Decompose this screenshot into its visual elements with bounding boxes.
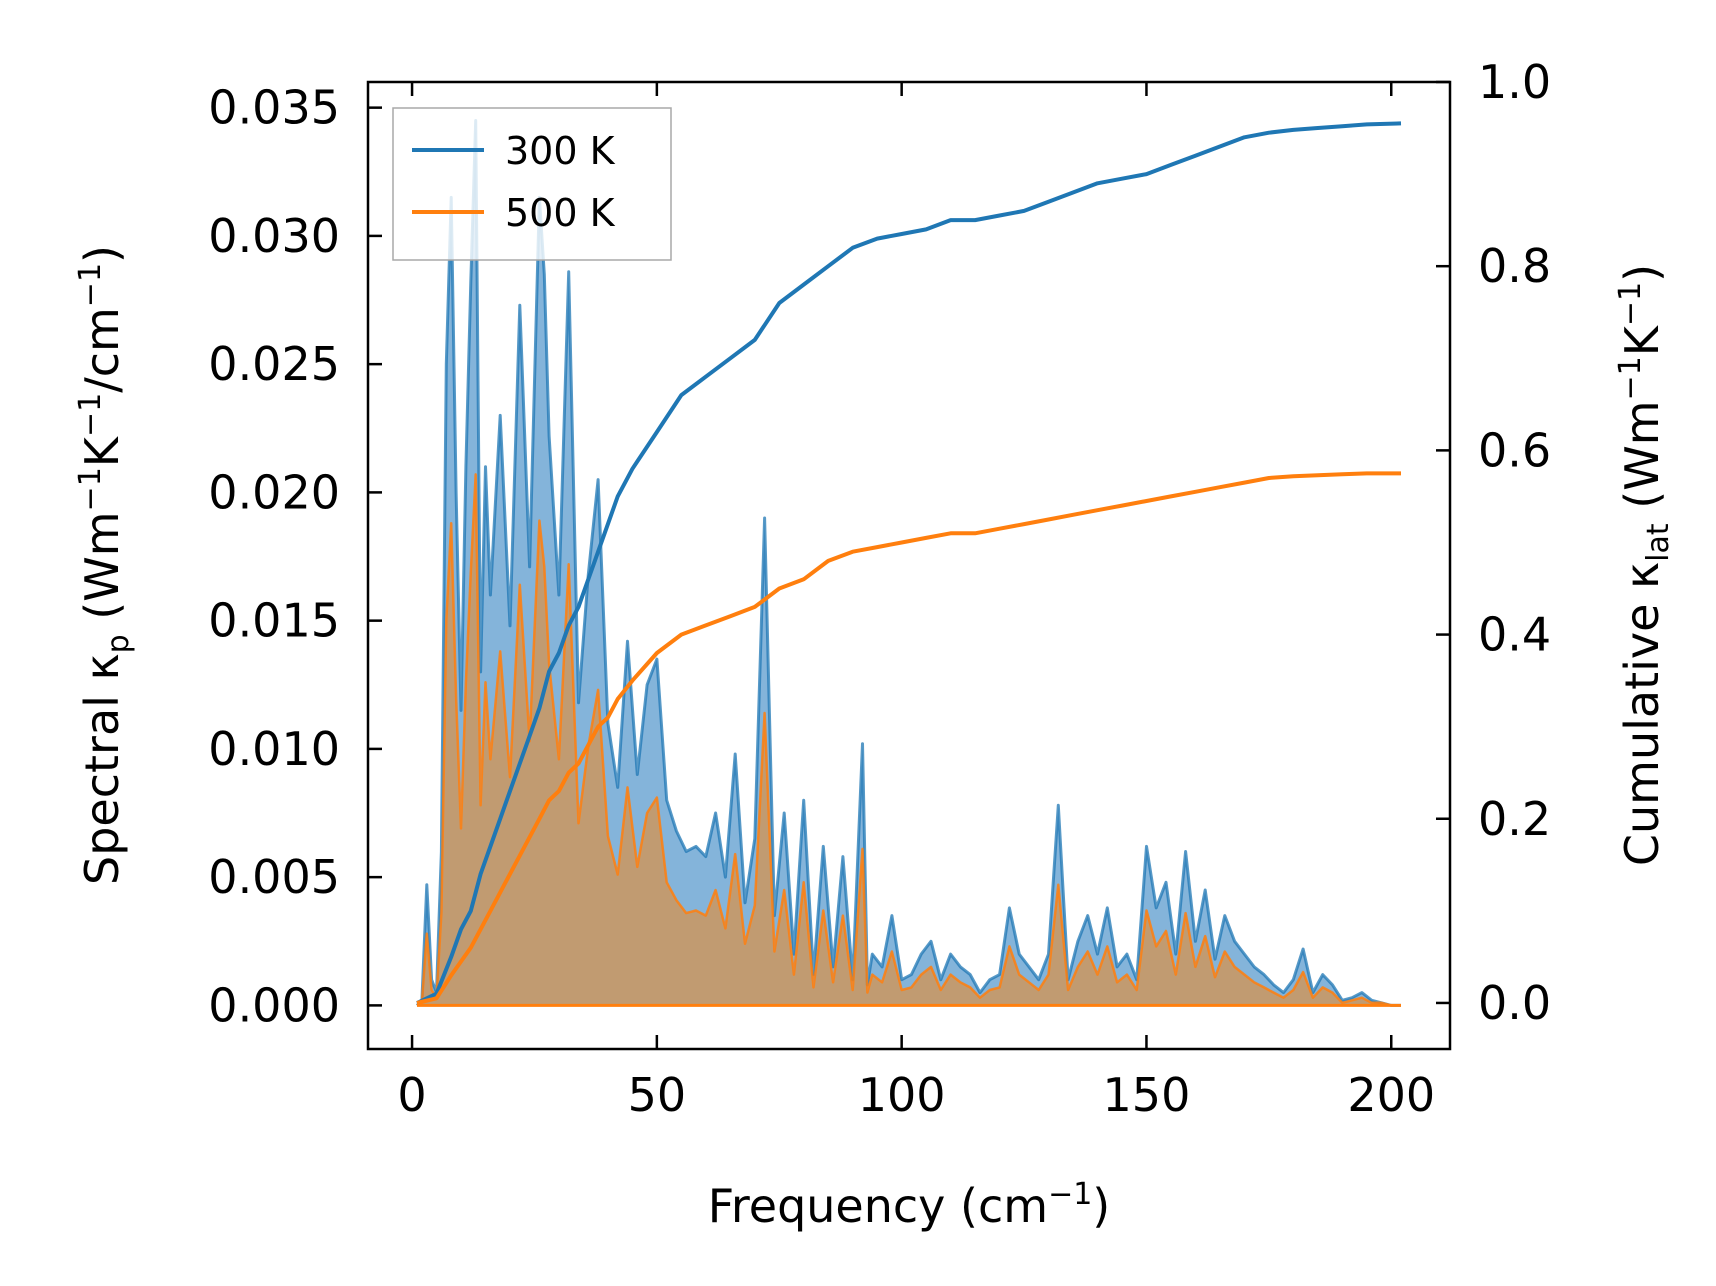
legend: 300 K 500 K [392,107,672,261]
x-tick-label: 150 [1103,1068,1191,1122]
y-left-tick-label: 0.010 [208,722,340,776]
x-tick-label: 100 [858,1068,946,1122]
y-right-tick-label: 0.4 [1478,608,1551,662]
y-left-tick-label: 0.015 [208,594,340,648]
y-left-tick-label: 0.005 [208,850,340,904]
legend-label-500k: 500 K [505,191,616,235]
y-left-axis-label: Spectral κp (Wm−1K−1/cm−1) [73,245,136,885]
x-axis-label: Frequency (cm−1) [708,1177,1111,1233]
y-left-tick-label: 0.020 [208,465,340,519]
spectral-500k-line [416,473,1401,1007]
y-left-tick-label: 0.030 [208,209,340,263]
y-right-tick-label: 0.0 [1478,976,1551,1030]
y-right-tick-label: 0.6 [1478,423,1551,477]
legend-label-300k: 300 K [505,129,616,173]
axis-ticks: 0 50 100 150 200 0.000 0.005 0.010 0.015 0.020 0.0… [208,55,1551,1122]
y-left-tick-label: 0.000 [208,978,340,1032]
cumulative-500k-line [416,471,1401,1005]
y-right-tick-label: 0.2 [1478,792,1551,846]
x-tick-label: 200 [1347,1068,1435,1122]
y-left-tick-label: 0.025 [208,337,340,391]
cumulative-300k-line [416,121,1402,1005]
spectral-300k-area [417,120,1401,1006]
legend-box [392,107,672,261]
y-right-tick-label: 1.0 [1478,55,1551,109]
y-right-axis-label: Cumulative κlat (Wm−1K−1) [1613,264,1676,866]
x-tick-label: 0 [397,1068,426,1122]
series-lines [415,119,1402,1007]
plot-frame [366,80,1452,1051]
x-tick-label: 50 [628,1068,687,1122]
spectral-500k-area [417,474,1401,1006]
y-left-tick-label: 0.035 [208,81,340,135]
y-right-tick-label: 0.8 [1478,239,1551,293]
spectral-fills [417,120,1401,1006]
